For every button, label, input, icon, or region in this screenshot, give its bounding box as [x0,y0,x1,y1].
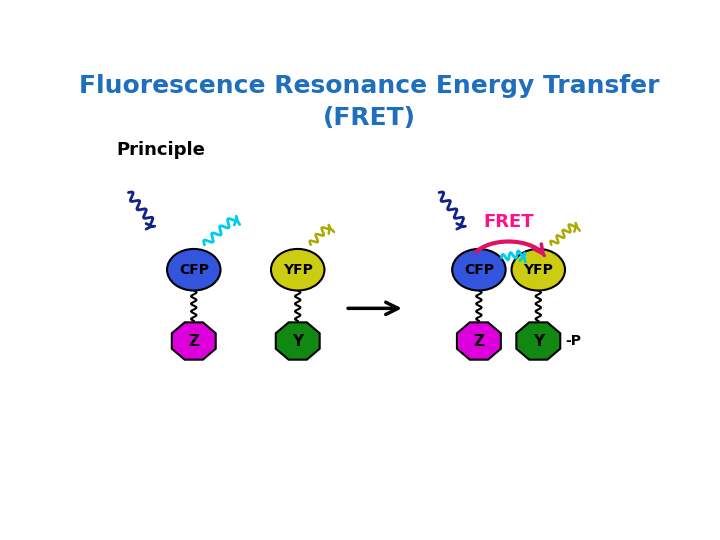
Polygon shape [172,322,216,360]
Text: YFP: YFP [523,263,553,276]
Polygon shape [276,322,320,360]
Polygon shape [516,322,560,360]
Ellipse shape [452,249,505,291]
Ellipse shape [167,249,220,291]
Text: CFP: CFP [179,263,209,276]
Text: Z: Z [188,334,199,348]
Text: Fluorescence Resonance Energy Transfer: Fluorescence Resonance Energy Transfer [78,74,660,98]
Text: YFP: YFP [283,263,312,276]
Text: -P: -P [565,334,581,348]
Text: FRET: FRET [483,213,534,231]
Ellipse shape [511,249,565,291]
Ellipse shape [271,249,325,291]
Text: (FRET): (FRET) [323,106,415,130]
Text: Y: Y [292,334,303,348]
Text: Z: Z [473,334,485,348]
Text: CFP: CFP [464,263,494,276]
Text: Y: Y [533,334,544,348]
Text: Principle: Principle [117,141,205,159]
Polygon shape [457,322,501,360]
